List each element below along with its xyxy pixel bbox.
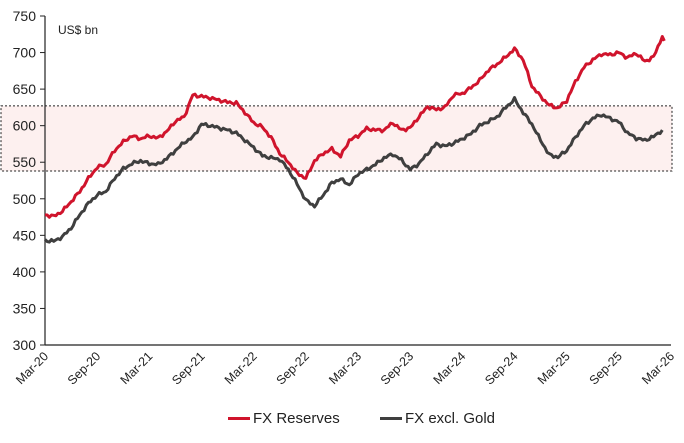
- y-tick-label: 500: [13, 191, 37, 207]
- x-tick-label: Sep-21: [169, 349, 207, 387]
- legend-item-fx-excl-gold: FX excl. Gold: [380, 410, 495, 427]
- x-tick-label: Sep-23: [378, 349, 416, 387]
- y-tick-label: 700: [13, 45, 37, 61]
- y-tick-label: 350: [13, 300, 37, 316]
- highlight-band: [0, 105, 673, 172]
- x-tick-label: Mar-26: [639, 349, 677, 387]
- x-tick-label: Mar-24: [431, 349, 469, 387]
- series-line-fx-excl-gold: [43, 96, 664, 244]
- y-tick-label: 450: [13, 227, 37, 243]
- x-tick-label: Mar-25: [535, 349, 573, 387]
- series-line-fx-reserves: [44, 35, 666, 219]
- x-tick-label: Sep-20: [65, 349, 103, 387]
- legend-label-fx-excl-gold: FX excl. Gold: [405, 410, 496, 427]
- x-tick-label: Sep-22: [274, 349, 312, 387]
- x-tick-label: Sep-25: [587, 349, 625, 387]
- x-tick-label: Mar-23: [326, 349, 364, 387]
- y-tick-label: 650: [13, 81, 37, 97]
- series-lines: [43, 35, 666, 244]
- y-tick-label: 550: [13, 154, 37, 170]
- y-tick-label: 300: [13, 337, 37, 353]
- y-tick-label: 750: [13, 8, 37, 24]
- x-tick-label: Sep-24: [482, 349, 520, 387]
- y-tick-label: 400: [13, 264, 37, 280]
- unit-label: US$ bn: [58, 23, 98, 37]
- x-axis-ticks: Mar-20 Sep-20 Mar-21 Sep-21 Mar-22 Sep-22 Mar-…: [13, 349, 677, 387]
- x-tick-label: Mar-21: [118, 349, 156, 387]
- x-tick-label: Mar-22: [222, 349, 260, 387]
- legend-item-fx-reserves: FX Reserves: [228, 410, 340, 427]
- y-axis-ticks: 300 350 400 450 500 550 600 650 700 750: [13, 8, 45, 353]
- y-tick-label: 600: [13, 118, 37, 134]
- x-tick-label: Mar-20: [13, 349, 51, 387]
- legend-label-fx-reserves: FX Reserves: [253, 410, 340, 427]
- legend-swatch-fx-reserves: [228, 417, 250, 420]
- legend: FX Reserves FX excl. Gold: [0, 410, 684, 434]
- legend-swatch-fx-excl-gold: [380, 417, 402, 420]
